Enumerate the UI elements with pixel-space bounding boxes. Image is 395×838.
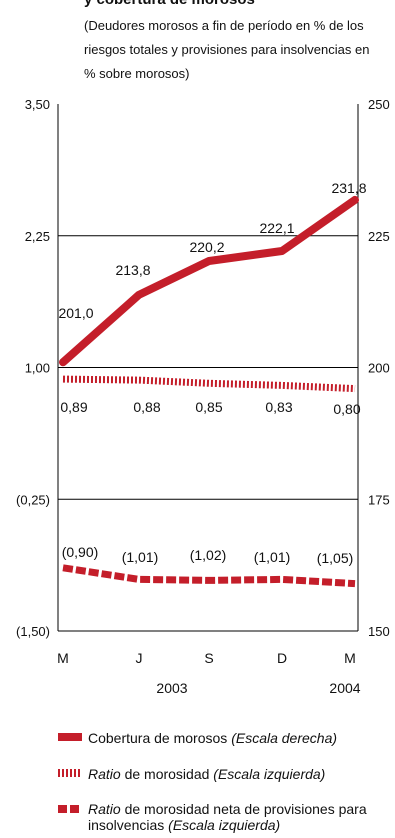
legend-swatch-dashed xyxy=(58,805,82,813)
legend-swatch-solid xyxy=(58,733,82,741)
x-axis-tick-label: J xyxy=(136,650,143,666)
right-axis-tick-label: 150 xyxy=(368,624,390,639)
series-line-solid xyxy=(59,195,359,367)
series-line-dotted xyxy=(62,375,356,393)
right-axis-tick-label: 225 xyxy=(368,229,390,244)
data-label: 0,85 xyxy=(195,399,222,415)
line-chart: 3,50 250 2,25 225 1,00 200 (0,25) 175 (1,50) 150 M… xyxy=(16,97,390,696)
data-label: (1,05) xyxy=(317,550,354,566)
legend-label: Ratio de morosidad (Escala izquierda) xyxy=(88,766,326,782)
x-axis-tick-label: D xyxy=(277,650,287,666)
legend-swatch-dotted xyxy=(58,769,82,777)
right-axis-tick-label: 200 xyxy=(368,361,390,376)
right-axis-tick-label: 250 xyxy=(368,97,390,112)
series-line-dashed xyxy=(62,564,356,588)
data-label: 0,83 xyxy=(265,399,292,415)
data-label: 220,2 xyxy=(189,239,224,255)
right-axis-tick-label: 175 xyxy=(368,492,390,507)
data-label: (1,01) xyxy=(122,549,159,565)
left-axis-tick-label: (0,25) xyxy=(16,492,50,507)
data-label: (1,01) xyxy=(254,549,291,565)
data-label: 0,88 xyxy=(133,399,160,415)
left-axis-tick-label: (1,50) xyxy=(16,624,50,639)
left-axis-tick-label: 1,00 xyxy=(25,361,50,376)
x-axis-group-label: 2004 xyxy=(329,680,360,696)
x-axis-tick-label: S xyxy=(204,650,213,666)
x-axis-group-label: 2003 xyxy=(156,680,187,696)
data-label: 231,8 xyxy=(331,180,366,196)
left-axis-tick-label: 3,50 xyxy=(25,97,50,112)
data-label: 0,89 xyxy=(60,399,87,415)
data-label: 222,1 xyxy=(259,220,294,236)
legend-label: Cobertura de morosos (Escala derecha) xyxy=(88,730,338,746)
data-label: 0,80 xyxy=(333,401,360,417)
legend-label: Ratio de morosidad neta de provisiones p… xyxy=(88,801,367,833)
chart-subtitle: (Deudores morosos a fin de período en % … xyxy=(84,18,370,81)
data-label: 213,8 xyxy=(115,262,150,278)
chart-title: y cobertura de morosos xyxy=(84,0,255,8)
data-label: (0,90) xyxy=(62,544,99,560)
x-axis-tick-label: M xyxy=(344,650,356,666)
x-axis-tick-label: M xyxy=(57,650,69,666)
data-label: 201,0 xyxy=(58,305,93,321)
left-axis-tick-label: 2,25 xyxy=(25,229,50,244)
data-label: (1,02) xyxy=(190,547,227,563)
